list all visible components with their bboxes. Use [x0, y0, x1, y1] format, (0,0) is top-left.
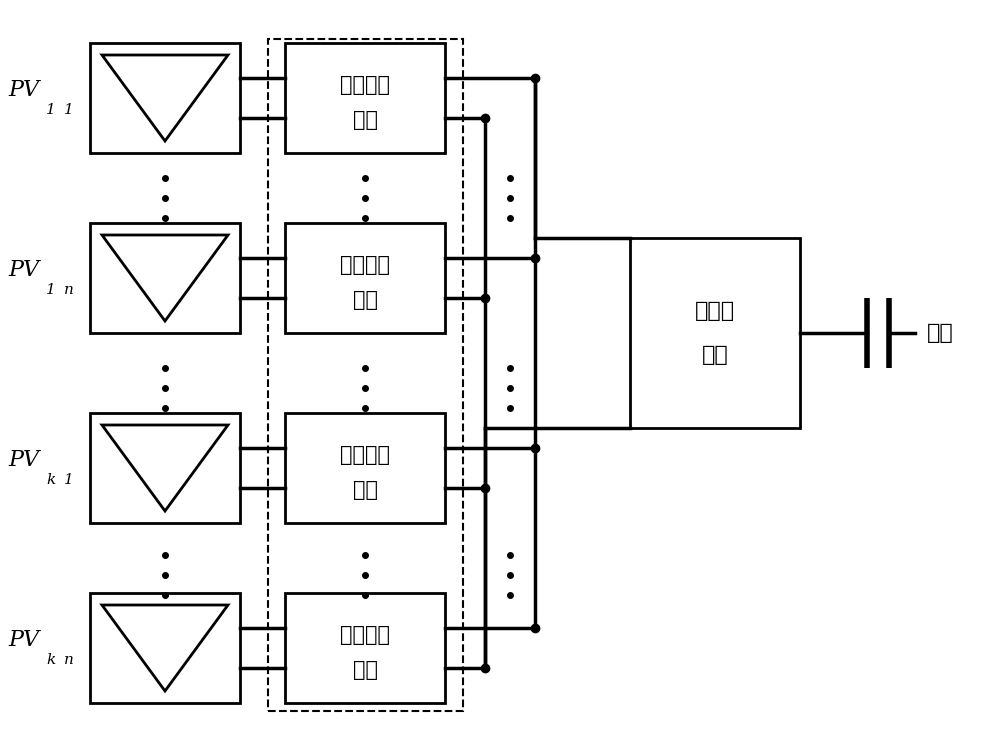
Text: 同步整流: 同步整流: [340, 75, 390, 95]
Text: 同步整流: 同步整流: [340, 445, 390, 465]
Text: 电网: 电网: [927, 323, 954, 343]
Text: 光伏逆: 光伏逆: [695, 301, 735, 321]
Text: PV: PV: [8, 79, 39, 101]
Text: n: n: [64, 283, 74, 297]
Text: k: k: [46, 473, 55, 487]
Bar: [285, 223, 445, 333]
Text: n: n: [64, 653, 74, 667]
Bar: [285, 593, 445, 703]
Text: 同步整流: 同步整流: [340, 255, 390, 275]
Text: 1: 1: [46, 103, 56, 117]
Text: 1: 1: [64, 103, 74, 117]
Text: PV: PV: [8, 629, 39, 651]
Polygon shape: [102, 55, 228, 141]
Text: 单元: 单元: [353, 110, 378, 130]
Text: 单元: 单元: [353, 480, 378, 500]
Text: PV: PV: [8, 259, 39, 281]
Text: 单元: 单元: [353, 290, 378, 310]
Bar: [90, 413, 240, 523]
Text: 变器: 变器: [702, 345, 728, 365]
Bar: [90, 223, 240, 333]
Bar: [90, 593, 240, 703]
Bar: [630, 238, 800, 428]
Bar: [90, 43, 240, 153]
Polygon shape: [102, 605, 228, 691]
Text: 1: 1: [64, 473, 74, 487]
Polygon shape: [102, 235, 228, 321]
Bar: [285, 43, 445, 153]
Text: k: k: [46, 653, 55, 667]
Text: 单元: 单元: [353, 660, 378, 680]
Text: PV: PV: [8, 449, 39, 471]
Text: 1: 1: [46, 283, 56, 297]
Bar: [268, 39, 463, 711]
Text: 同步整流: 同步整流: [340, 625, 390, 645]
Bar: [285, 413, 445, 523]
Polygon shape: [102, 425, 228, 511]
